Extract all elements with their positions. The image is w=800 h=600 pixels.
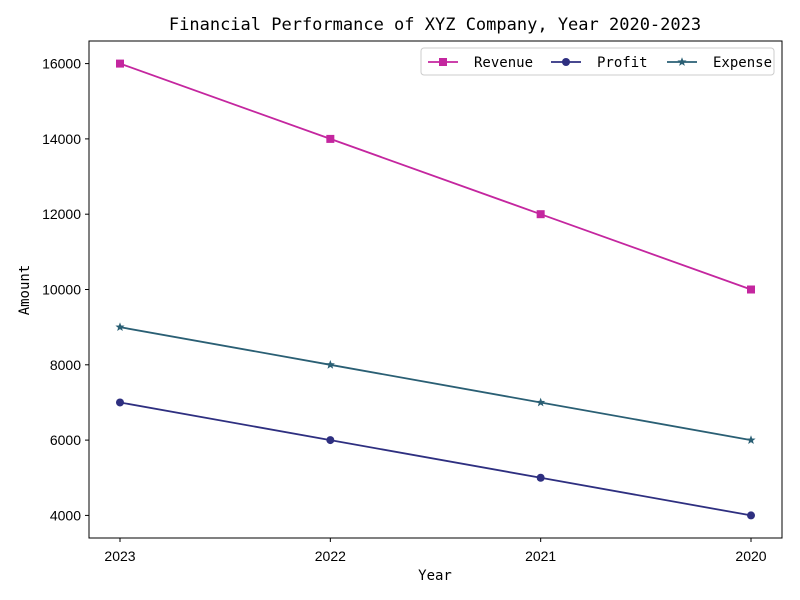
y-axis: 4000 6000 8000 10000 12000 14000 16000 <box>42 56 89 523</box>
x-tick-label: 2022 <box>315 548 346 564</box>
series-line-profit <box>119 401 752 517</box>
y-tick-label: 4000 <box>50 507 81 523</box>
x-tick-label: 2020 <box>735 548 766 564</box>
data-point-expense <box>746 435 756 444</box>
chart-title: Financial Performance of XYZ Company, Ye… <box>169 15 701 35</box>
legend-marker <box>562 58 570 66</box>
y-tick-label: 14000 <box>42 131 81 147</box>
legend-marker <box>677 57 687 66</box>
legend-item-profit: Profit <box>551 55 648 71</box>
data-point-expense <box>536 397 546 407</box>
y-tick-label: 12000 <box>42 206 81 222</box>
data-point-expense <box>325 360 335 369</box>
legend-item-expense: Expense <box>667 55 772 71</box>
legend-label: Expense <box>713 55 772 71</box>
y-tick-label: 10000 <box>42 282 81 298</box>
series-expense <box>115 322 756 444</box>
series-line-revenue <box>119 62 752 291</box>
plot-frame <box>88 40 783 539</box>
y-tick-label: 8000 <box>50 357 81 373</box>
series-profit <box>116 398 755 520</box>
y-tick-label: 6000 <box>50 432 81 448</box>
data-point-profit <box>116 398 124 407</box>
series-revenue <box>116 59 755 294</box>
legend-marker <box>439 58 447 66</box>
series-line-expense <box>119 326 752 441</box>
x-tick-label: 2023 <box>104 548 135 564</box>
data-point-revenue <box>536 210 545 219</box>
data-point-profit <box>326 436 335 445</box>
y-tick-label: 16000 <box>42 56 81 72</box>
y-axis-label: Amount <box>17 265 33 316</box>
legend-item-revenue: Revenue <box>428 55 533 71</box>
series-layer <box>115 59 756 520</box>
data-point-revenue <box>116 59 124 68</box>
data-point-expense <box>115 322 125 332</box>
x-axis-label: Year <box>418 568 452 584</box>
data-point-profit <box>747 511 755 520</box>
x-tick-label: 2021 <box>525 548 556 564</box>
legend-label: Revenue <box>474 55 533 71</box>
x-axis: 2023 2022 2021 2020 <box>104 538 767 564</box>
legend-label: Profit <box>597 55 648 71</box>
data-point-revenue <box>747 285 755 294</box>
legend: Revenue Profit Expense <box>420 47 775 76</box>
data-point-profit <box>536 473 545 482</box>
legend-frame <box>420 47 775 76</box>
data-point-revenue <box>326 134 335 143</box>
